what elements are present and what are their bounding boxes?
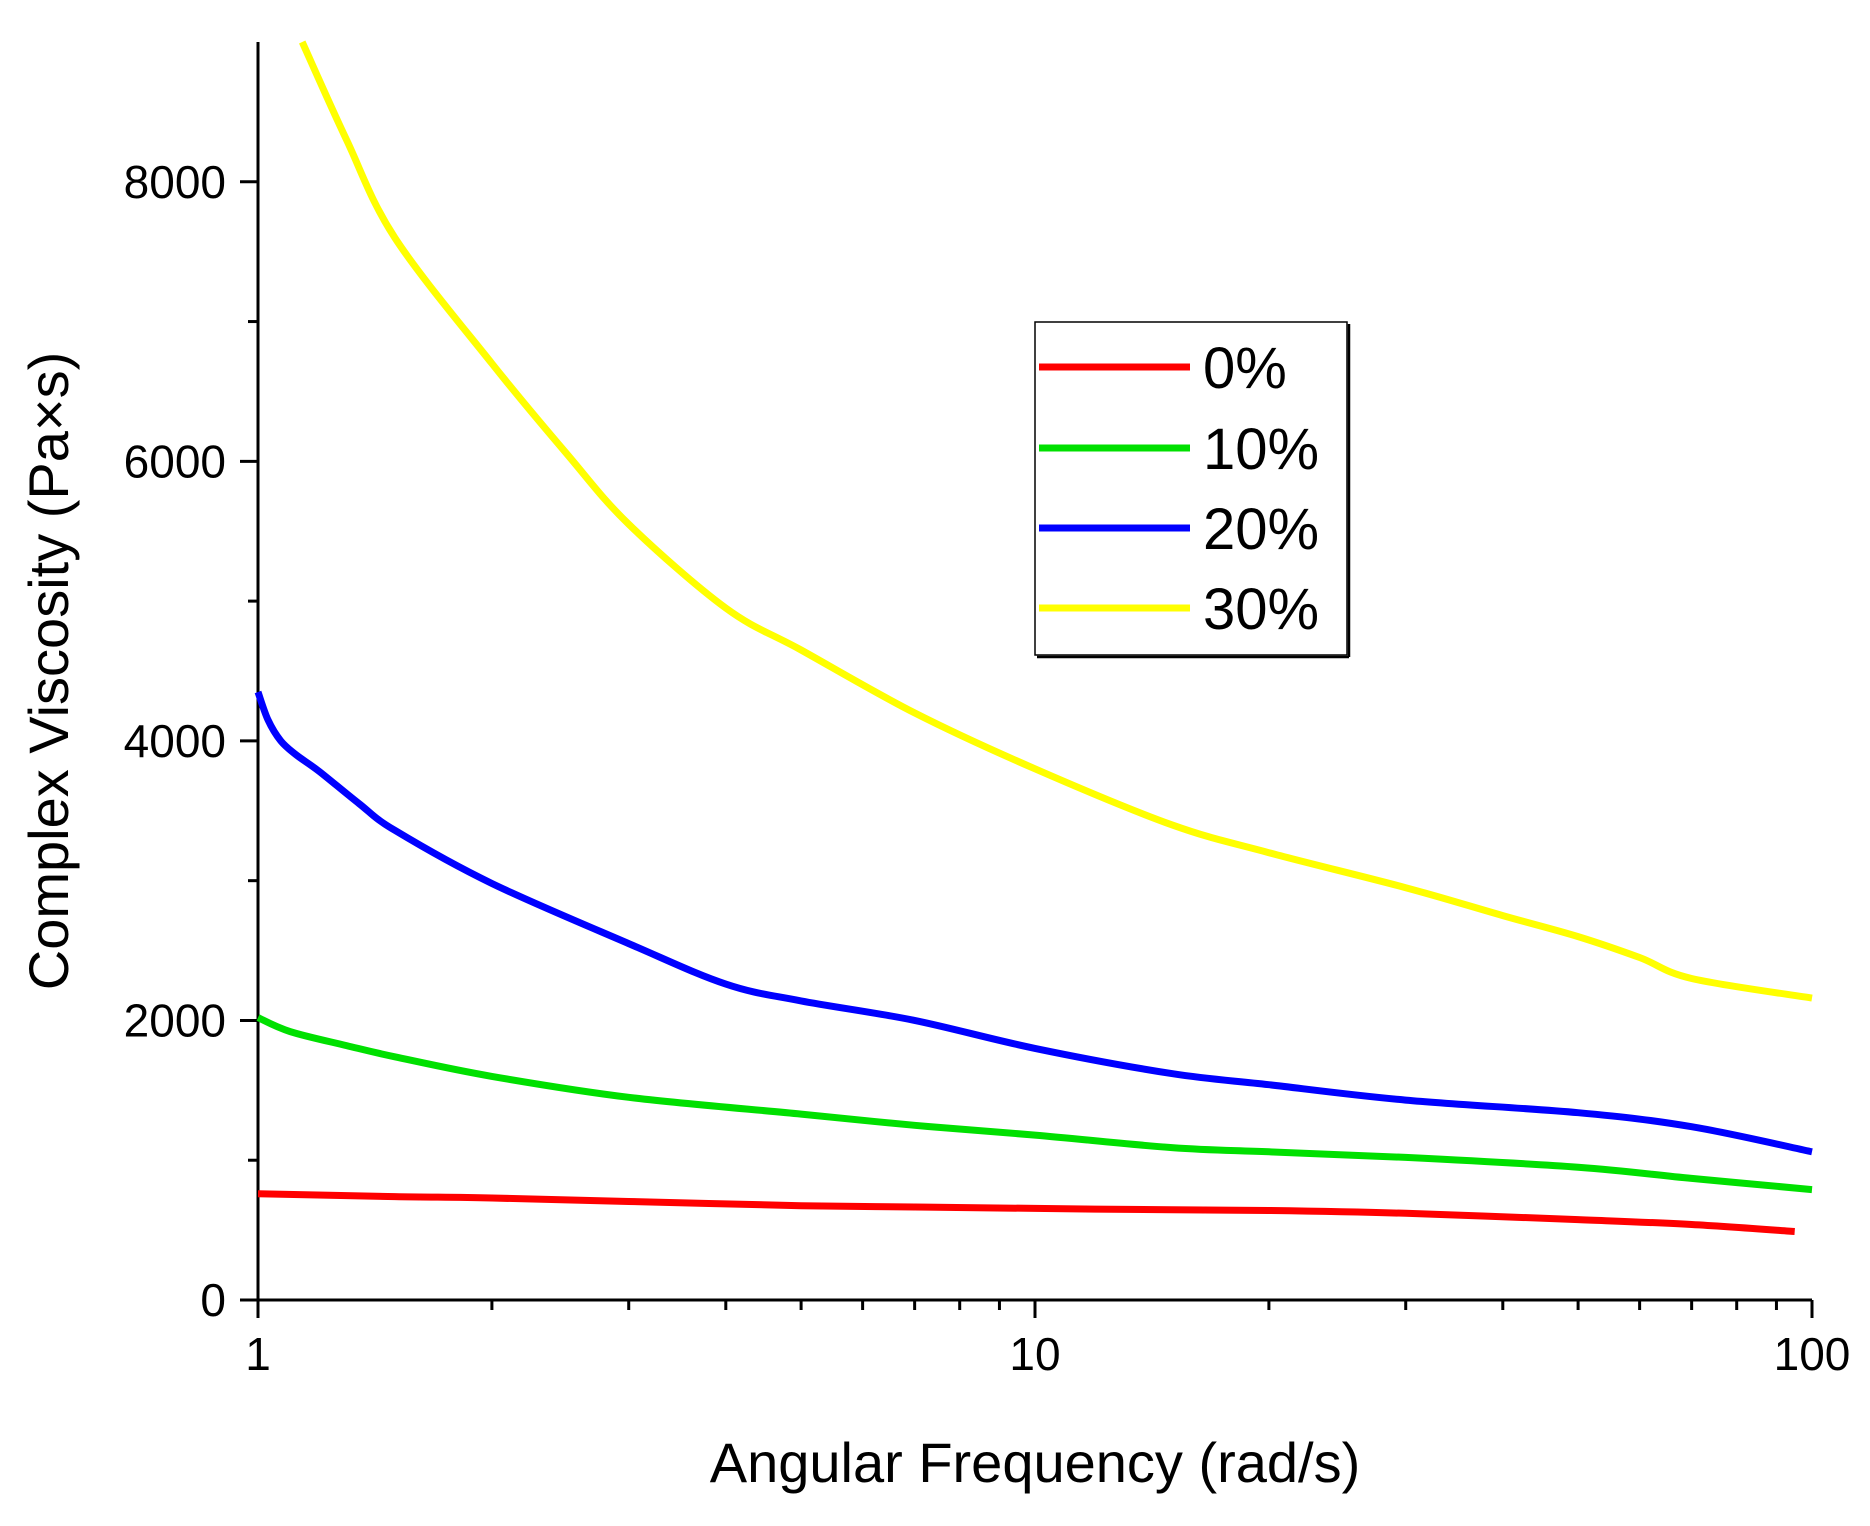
x-tick-label: 100 bbox=[1774, 1328, 1851, 1380]
y-axis-title: Complex Viscosity (Pa×s) bbox=[17, 352, 80, 991]
series-line-2 bbox=[254, 690, 1813, 1156]
series-line-3 bbox=[299, 40, 1813, 1002]
y-tick-label: 2000 bbox=[124, 994, 226, 1046]
legend-label-0: 0% bbox=[1203, 336, 1287, 401]
x-axis-title: Angular Frequency (rad/s) bbox=[710, 1431, 1361, 1494]
x-tick-label: 1 bbox=[245, 1328, 271, 1380]
y-tick-label: 4000 bbox=[124, 715, 226, 767]
y-tick-label: 0 bbox=[200, 1274, 226, 1326]
legend-label-1: 10% bbox=[1203, 417, 1319, 482]
x-tick-label: 10 bbox=[1009, 1328, 1060, 1380]
y-tick-label: 6000 bbox=[124, 435, 226, 487]
legend-box bbox=[1034, 321, 1348, 656]
y-tick-label: 8000 bbox=[124, 156, 226, 208]
series-line-0 bbox=[257, 1190, 1795, 1235]
legend-label-2: 20% bbox=[1203, 497, 1319, 562]
series-line-1 bbox=[256, 1014, 1813, 1194]
legend-label-3: 30% bbox=[1203, 577, 1319, 642]
